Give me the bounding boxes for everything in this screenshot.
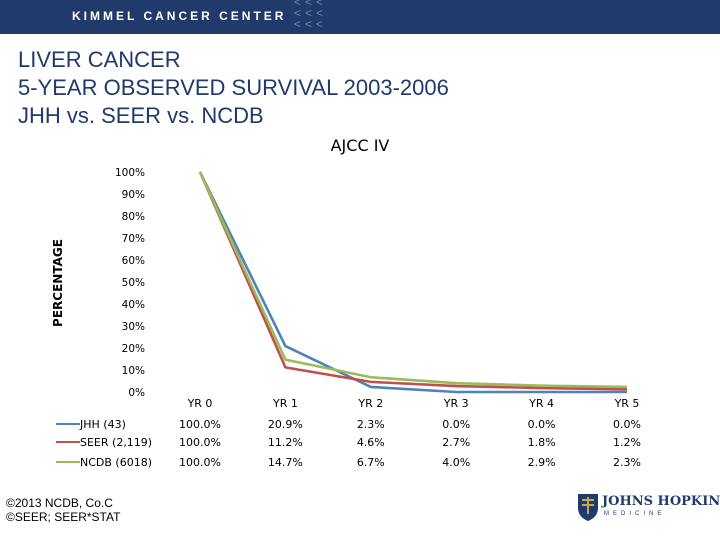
- chevron-pattern: <<< <<< <<<: [294, 0, 340, 30]
- data-table: YR 0 YR 1 YR 2 YR 3 YR 4 YR 5 JHH (43) 100.0% 20…: [56, 397, 641, 469]
- data-label: 1.8%: [528, 436, 556, 449]
- series-line-1: [198, 171, 627, 394]
- data-label: 14.7%: [268, 456, 303, 469]
- data-label: 2.3%: [357, 418, 385, 431]
- data-label: 2.3%: [613, 456, 641, 469]
- y-tick-label: 0%: [128, 387, 145, 399]
- chevron-row: <<<: [294, 6, 328, 20]
- y-tick-label: 30%: [122, 321, 145, 333]
- legend-label: SEER (2,119): [80, 436, 152, 449]
- johns-hopkins-logo: JOHNS HOPKINS MEDICINE: [576, 492, 720, 522]
- legend-label: NCDB (6018): [80, 456, 152, 469]
- y-tick-label: 40%: [122, 299, 145, 311]
- title-line: LIVER CANCER: [18, 47, 181, 72]
- copyright-line: ©SEER; SEER*STAT: [6, 510, 121, 524]
- data-label: 0.0%: [442, 418, 470, 431]
- data-label: 0.0%: [528, 418, 556, 431]
- y-tick-label: 90%: [122, 189, 145, 201]
- data-label: 6.7%: [357, 456, 385, 469]
- data-label: 2.9%: [528, 456, 556, 469]
- y-tick-label: 100%: [115, 167, 145, 179]
- title-line: 5-YEAR OBSERVED SURVIVAL 2003-2006: [18, 75, 449, 100]
- x-category-label: YR 3: [443, 397, 469, 410]
- data-label: 100.0%: [179, 418, 221, 431]
- title-line: JHH vs. SEER vs. NCDB: [18, 103, 264, 128]
- copyright-notice: ©2013 NCDB, Co.C ©SEER; SEER*STAT: [6, 496, 120, 524]
- shield-icon: [578, 494, 598, 521]
- series-line-2: [198, 171, 628, 391]
- data-label: 2.7%: [442, 436, 470, 449]
- data-label: 0.0%: [613, 418, 641, 431]
- y-tick-label: 20%: [122, 343, 145, 355]
- legend-label: JHH (43): [79, 418, 126, 431]
- data-label: 1.2%: [613, 436, 641, 449]
- data-label: 100.0%: [179, 436, 221, 449]
- chevron-row: <<<: [294, 17, 328, 31]
- y-tick-label: 60%: [122, 255, 145, 267]
- slide-title: LIVER CANCER 5-YEAR OBSERVED SURVIVAL 20…: [18, 46, 449, 130]
- data-label: 4.6%: [357, 436, 385, 449]
- chevron-row: <<<: [294, 0, 328, 9]
- y-tick-label: 50%: [122, 277, 145, 289]
- chart-subtitle: AJCC IV: [330, 136, 390, 155]
- data-label: 11.2%: [268, 436, 303, 449]
- data-label: 4.0%: [442, 456, 470, 469]
- x-category-label: YR 1: [272, 397, 298, 410]
- brand-name: KIMMEL CANCER CENTER: [72, 9, 287, 23]
- y-tick-label: 80%: [122, 211, 145, 223]
- y-tick-label: 10%: [122, 365, 145, 377]
- y-tick-label: 70%: [122, 233, 145, 245]
- header-band: KIMMEL CANCER CENTER <<< <<< <<<: [0, 0, 720, 34]
- logo-sub: MEDICINE: [604, 511, 666, 517]
- data-label: 20.9%: [268, 418, 303, 431]
- x-category-label: YR 5: [614, 397, 640, 410]
- x-category-label: YR 2: [357, 397, 383, 410]
- x-category-label: YR 0: [187, 397, 213, 410]
- copyright-line: ©2013 NCDB, Co.C: [6, 496, 113, 510]
- y-axis-ticks: 0% 10% 20% 30% 40% 50% 60% 70% 80% 90% 100%: [115, 167, 145, 399]
- logo-name: JOHNS HOPKINS: [602, 494, 720, 509]
- x-category-label: YR 4: [528, 397, 554, 410]
- series-line-3: [198, 171, 628, 389]
- data-label: 100.0%: [179, 456, 221, 469]
- series-lines: [198, 171, 628, 394]
